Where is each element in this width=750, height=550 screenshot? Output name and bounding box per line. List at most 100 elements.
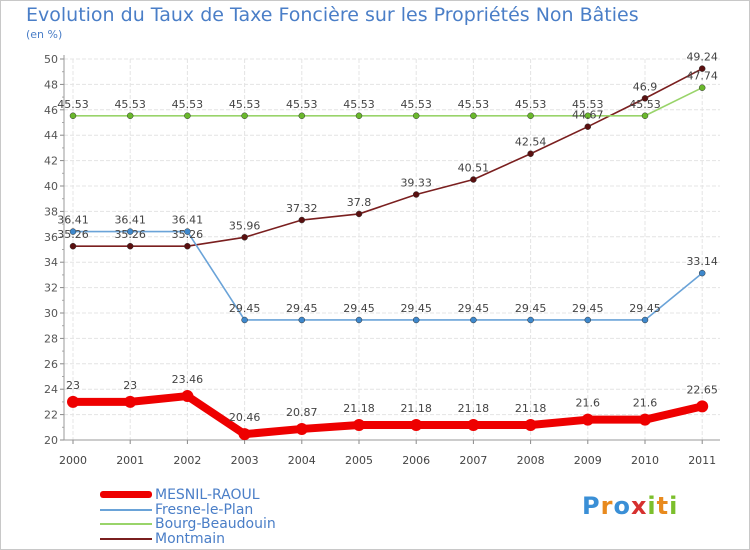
legend-item-montmain[interactable]: Montmain	[100, 530, 225, 547]
data-label-bourg-beaudouin-2007: 45.53	[458, 98, 490, 111]
x-tick-label-2010: 2010	[631, 454, 659, 467]
point-fresne-le-plan-2007	[470, 316, 477, 324]
data-label-fresne-le-plan-2004: 29.45	[286, 302, 318, 315]
point-bourg-beaudouin-2011	[698, 84, 706, 91]
y-tick-label-40: 40	[44, 180, 58, 193]
legend-item-bourg-beaudouin[interactable]: Bourg-Beaudouin	[100, 515, 276, 532]
data-label-montmain-2008: 42.54	[515, 136, 547, 149]
data-label-bourg-beaudouin-2002: 45.53	[172, 98, 204, 111]
data-label-mesnil-raoul-2005: 21.18	[343, 402, 375, 415]
point-montmain-2003	[241, 234, 248, 241]
legend-item-fresne-le-plan[interactable]: Fresne-le-Plan	[100, 502, 253, 518]
point-fresne-le-plan-2001	[126, 228, 134, 235]
x-tick-label-2000: 2000	[59, 454, 87, 467]
data-label-montmain-2009: 44.67	[572, 109, 604, 122]
point-bourg-beaudouin-2005	[355, 112, 363, 120]
data-label-fresne-le-plan-2007: 29.45	[458, 302, 490, 315]
data-label-montmain-2001: 35.26	[114, 228, 146, 241]
x-tick-label-2006: 2006	[402, 454, 430, 467]
point-fresne-le-plan-2008	[527, 316, 534, 324]
point-mesnil-raoul-2001	[124, 395, 137, 408]
point-mesnil-raoul-2010	[639, 413, 651, 426]
y-tick-label-46: 46	[44, 104, 58, 117]
point-bourg-beaudouin-2001	[126, 112, 134, 120]
point-montmain-2007	[470, 176, 477, 183]
data-label-fresne-le-plan-2002: 36.41	[172, 214, 204, 227]
data-label-montmain-2011: 49.24	[686, 51, 718, 64]
data-label-bourg-beaudouin-2008: 45.53	[515, 98, 547, 111]
data-label-fresne-le-plan-2008: 29.45	[515, 302, 547, 315]
logo-letter: t	[656, 492, 670, 520]
point-montmain-2011	[698, 65, 706, 72]
x-tick-label-2003: 2003	[231, 454, 259, 467]
point-bourg-beaudouin-2007	[470, 112, 477, 120]
data-label-bourg-beaudouin-2003: 45.53	[229, 98, 261, 111]
legend-label-montmain: Montmain	[155, 530, 225, 547]
data-label-montmain-2003: 35.96	[229, 219, 261, 232]
data-label-mesnil-raoul-2001: 23	[123, 379, 137, 392]
data-label-bourg-beaudouin-2004: 45.53	[286, 98, 318, 111]
point-montmain-2009	[584, 123, 592, 130]
x-tick-label-2011: 2011	[688, 454, 716, 467]
logo-letter: i	[669, 492, 679, 520]
data-label-fresne-le-plan-2011: 33.14	[686, 255, 718, 268]
point-fresne-le-plan-2010	[641, 316, 649, 324]
series-line-bourg-beaudouin	[72, 86, 704, 117]
logo-letter: r	[600, 492, 614, 520]
data-label-fresne-le-plan-2009: 29.45	[572, 302, 604, 315]
y-tick-label-24: 24	[44, 383, 58, 396]
point-fresne-le-plan-2004	[298, 316, 306, 324]
point-mesnil-raoul-2005	[353, 419, 365, 432]
x-tick-label-2004: 2004	[288, 454, 316, 467]
point-mesnil-raoul-2007	[467, 419, 480, 432]
series-line-mesnil-raoul	[69, 392, 707, 439]
x-tick-label-2002: 2002	[173, 454, 201, 467]
data-label-bourg-beaudouin-2009: 45.53	[572, 98, 604, 111]
data-labels: 35.26 35.26 35.26 35.96 37.32 37.8 39.33 40.51 4…	[57, 51, 718, 425]
data-label-mesnil-raoul-2002: 23.46	[172, 373, 204, 386]
data-label-mesnil-raoul-2009: 21.6	[576, 397, 601, 410]
point-montmain-2006	[412, 191, 420, 198]
series-lines	[67, 65, 709, 441]
point-mesnil-raoul-2006	[410, 419, 423, 432]
data-label-montmain-2000: 35.26	[57, 228, 89, 241]
legend-label-mesnil-raoul: MESNIL-RAOUL	[155, 486, 260, 503]
point-mesnil-raoul-2003	[238, 428, 251, 441]
y-tick-label-28: 28	[44, 332, 58, 345]
data-label-montmain-2006: 39.33	[400, 177, 432, 190]
x-tick-label-2007: 2007	[459, 454, 487, 467]
point-fresne-le-plan-2005	[355, 316, 363, 324]
data-label-fresne-le-plan-2006: 29.45	[400, 302, 432, 315]
legend-swatch-bourg-beaudouin	[100, 522, 152, 525]
y-tick-label-48: 48	[44, 78, 58, 91]
legend-item-mesnil-raoul[interactable]: MESNIL-RAOUL	[100, 486, 260, 503]
point-bourg-beaudouin-2000	[69, 112, 77, 120]
point-montmain-2010	[641, 95, 649, 102]
point-montmain-2001	[126, 242, 134, 250]
point-mesnil-raoul-2002	[181, 390, 194, 403]
y-tick-label-42: 42	[44, 155, 58, 168]
point-mesnil-raoul-2008	[524, 419, 537, 432]
x-tick-label-2005: 2005	[345, 454, 373, 467]
point-bourg-beaudouin-2002	[184, 112, 191, 120]
legend-swatch-fresne-le-plan	[100, 508, 152, 511]
legend-swatch-mesnil-raoul	[100, 491, 152, 498]
data-label-montmain-2005: 37.8	[347, 196, 372, 209]
y-tick-label-22: 22	[44, 409, 58, 422]
point-mesnil-raoul-2000	[67, 395, 79, 408]
legend-label-bourg-beaudouin: Bourg-Beaudouin	[155, 515, 276, 532]
point-bourg-beaudouin-2003	[241, 112, 248, 120]
point-mesnil-raoul-2009	[581, 413, 594, 426]
data-label-bourg-beaudouin-2010: 45.53	[629, 98, 661, 111]
logo-letter: i	[647, 492, 657, 520]
series-line-fresne-le-plan	[72, 230, 704, 321]
x-tick-label-2009: 2009	[574, 454, 602, 467]
data-label-mesnil-raoul-2006: 21.18	[400, 402, 432, 415]
y-tick-label-32: 32	[44, 282, 58, 295]
point-montmain-2004	[298, 216, 306, 224]
data-label-fresne-le-plan-2000: 36.41	[57, 214, 89, 227]
logo-letter: P	[582, 492, 601, 520]
point-fresne-le-plan-2000	[69, 228, 77, 235]
